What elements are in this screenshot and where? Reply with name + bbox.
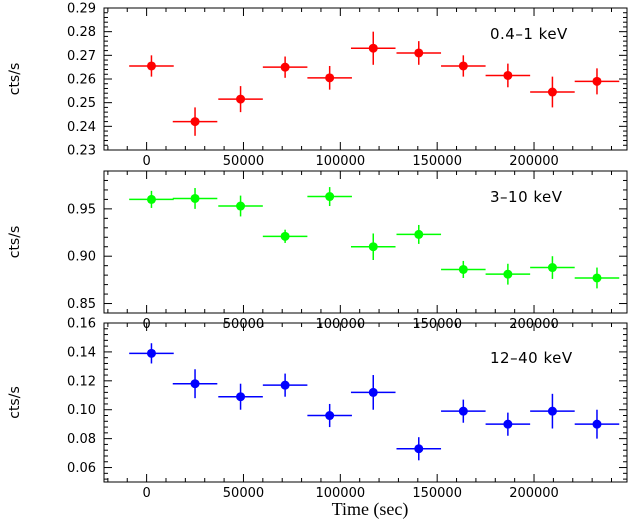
panel-energy-label: 12–40 keV	[490, 349, 573, 367]
panel-2: 0 50000 100000 150000 2000000.850.900.95cts/…	[7, 170, 628, 332]
y-tick-label: 0.27	[67, 49, 96, 64]
data-point	[190, 193, 200, 203]
data-point	[325, 411, 335, 421]
y-tick-label: 0.85	[67, 297, 96, 312]
data-point	[592, 273, 602, 283]
data-point	[325, 73, 335, 83]
panel-frame	[103, 170, 628, 314]
data-point	[592, 419, 602, 429]
x-tick-label: 150000	[412, 154, 462, 169]
y-tick-label: 0.06	[67, 461, 96, 476]
data-point	[458, 406, 468, 416]
data-point	[368, 43, 378, 53]
data-series	[129, 187, 620, 289]
y-axis-title: cts/s	[7, 386, 23, 419]
y-axis-title: cts/s	[7, 226, 23, 259]
data-point	[280, 231, 290, 241]
x-tick-label: 200000	[509, 154, 559, 169]
x-tick-label: 100000	[315, 486, 365, 501]
panel-energy-label: 0.4–1 keV	[490, 25, 568, 43]
y-tick-label: 0.26	[67, 73, 96, 88]
data-point	[368, 242, 378, 252]
y-tick-label: 0.10	[67, 403, 96, 418]
data-point	[236, 94, 246, 104]
data-point	[414, 48, 424, 58]
data-point	[190, 379, 200, 389]
y-tick-label: 0.95	[67, 202, 96, 217]
x-tick-label: 50000	[223, 486, 264, 501]
data-point	[280, 380, 290, 390]
y-tick-label: 0.28	[67, 25, 96, 40]
panel-1: 0 50000 100000 150000 200000 0.23 0.24 0.25 0.26…	[7, 2, 628, 169]
data-point	[458, 264, 468, 274]
data-point	[503, 269, 513, 279]
panel-frame	[103, 322, 628, 483]
data-point	[236, 392, 246, 402]
panel-energy-label: 3–10 keV	[490, 188, 563, 206]
data-point	[414, 229, 424, 239]
data-point	[146, 194, 156, 204]
y-tick-label: 0.25	[67, 96, 96, 111]
x-tick-label: 200000	[509, 486, 559, 501]
y-tick-label: 0.90	[67, 250, 96, 265]
data-point	[368, 387, 378, 397]
data-point	[190, 117, 200, 127]
y-axis-title: cts/s	[7, 63, 23, 96]
x-tick-label: 150000	[412, 486, 462, 501]
data-point	[280, 62, 290, 72]
y-tick-label: 0.29	[67, 2, 96, 17]
y-tick-label: 0.24	[67, 120, 96, 135]
y-tick-label: 0.16	[67, 317, 96, 332]
data-point	[547, 406, 557, 416]
x-tick-label: 0	[142, 154, 150, 169]
data-point	[547, 263, 557, 273]
y-tick-label: 0.23	[67, 144, 96, 159]
y-tick-label: 0.08	[67, 432, 96, 447]
x-axis-title: Time (sec)	[332, 499, 409, 520]
data-point	[414, 444, 424, 454]
x-tick-label: 100000	[315, 154, 365, 169]
data-point	[146, 61, 156, 71]
data-point	[146, 348, 156, 358]
data-point	[547, 87, 557, 97]
data-series	[129, 343, 620, 461]
x-tick-label: 0	[142, 486, 150, 501]
y-tick-label: 0.12	[67, 374, 96, 389]
y-tick-label: 0.14	[67, 345, 96, 360]
data-point	[503, 419, 513, 429]
data-series	[129, 31, 620, 136]
panel-3: 0 50000 100000 150000 200000 0.06 0.08 0.10 0.12…	[7, 317, 628, 501]
data-point	[503, 70, 513, 80]
data-point	[325, 192, 335, 202]
data-point	[592, 76, 602, 86]
data-point	[236, 201, 246, 211]
data-point	[458, 61, 468, 71]
x-tick-label: 50000	[223, 154, 264, 169]
